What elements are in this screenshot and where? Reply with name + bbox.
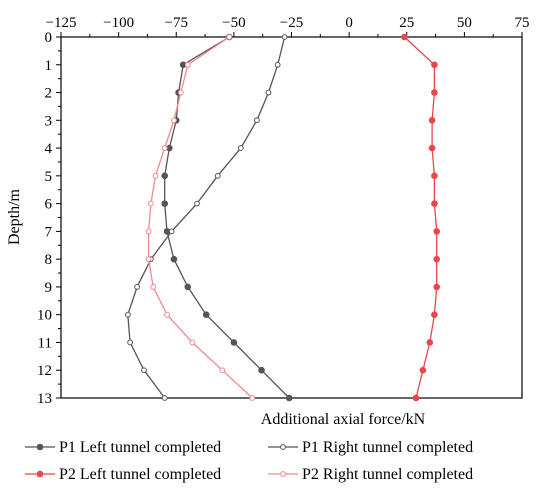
y-tick-label: 7 [45,224,53,240]
series-3 [401,33,441,402]
data-point [161,172,169,180]
data-point [145,256,152,263]
x-tick-label: 0 [345,15,353,31]
data-point [124,311,131,318]
legend-label: P1 Left tunnel completed [59,439,221,456]
y-tick-label: 11 [38,335,52,351]
legend-marker [36,470,44,478]
data-point [431,61,438,69]
data-point [419,366,427,374]
data-point [134,284,140,290]
data-point [433,255,441,263]
data-point [214,172,221,179]
data-point [265,89,272,96]
data-point [249,395,256,401]
series-4 [145,34,256,401]
x-tick-label: −50 [222,15,245,31]
series-line [403,36,438,399]
data-point [281,34,288,40]
y-tick-label: 2 [45,86,53,102]
y-tick-label: 5 [45,169,53,185]
y-tick-label: 6 [45,197,53,213]
data-point [258,366,265,374]
y-tick-label: 4 [45,141,53,157]
data-point [254,117,260,124]
y-tick-label: 0 [45,30,53,46]
series-2 [124,34,288,401]
x-tick-label: −100 [103,15,134,31]
legend-item: P1 Left tunnel completed [25,439,221,456]
y-axis-title: Depth/m [6,188,23,245]
y-tick-label: 3 [45,113,53,129]
data-point [433,283,441,291]
data-point [161,145,168,151]
data-point [431,311,438,318]
data-point [150,284,157,290]
x-tick-label: −75 [165,15,188,31]
data-point [285,394,293,402]
data-point [168,228,175,235]
data-point [431,172,438,180]
series-line [164,36,290,399]
x-tick-label: 50 [457,15,472,31]
data-point [141,367,147,374]
legend-label: P2 Left tunnel completed [59,466,221,483]
legend-item: P2 Left tunnel completed [25,466,221,483]
data-point [426,339,434,346]
data-point [194,200,200,207]
series-line [147,36,253,399]
y-tick-label: 8 [45,252,53,268]
data-point [428,144,436,152]
data-point [161,395,168,401]
data-point [433,228,441,235]
data-point [237,145,244,151]
legend-marker [280,471,286,477]
x-tick-label: 25 [399,15,414,31]
x-tick-label: 75 [515,15,530,31]
data-point [230,339,238,346]
data-point [177,89,184,96]
y-tick-label: 13 [37,391,52,407]
series-line [127,36,286,399]
data-point [152,172,159,179]
data-point [428,117,436,124]
data-point [184,283,192,291]
data-point [202,311,210,318]
data-point [431,200,438,207]
data-point [184,61,191,68]
x-axis-title: Additional axial force/kN [261,411,426,428]
data-point [170,255,178,263]
data-point [127,339,134,346]
data-point [274,61,281,68]
data-point [171,117,177,124]
data-point [147,200,154,207]
legend-item: P1 Right tunnel completed [268,439,473,456]
legend-marker [36,443,44,451]
legend-item: P2 Right tunnel completed [268,466,473,483]
legend-marker [280,444,286,450]
y-tick-label: 1 [45,58,53,74]
data-point [164,311,170,318]
data-point [219,367,226,374]
legend-label: P1 Right tunnel completed [302,439,473,456]
x-tick-label: −25 [280,15,303,31]
y-tick-label: 9 [45,280,53,296]
x-tick-label: −125 [46,15,77,31]
y-tick-label: 12 [37,363,52,379]
data-point [189,339,196,346]
data-point [161,200,169,207]
y-tick-label: 10 [37,308,52,324]
legend: P1 Left tunnel completed P1 Right tunnel … [25,439,473,483]
data-point [431,89,438,96]
data-point [145,228,152,235]
data-point [401,33,408,41]
legend-label: P2 Right tunnel completed [302,466,473,483]
data-point [412,394,420,402]
data-point [226,34,233,40]
